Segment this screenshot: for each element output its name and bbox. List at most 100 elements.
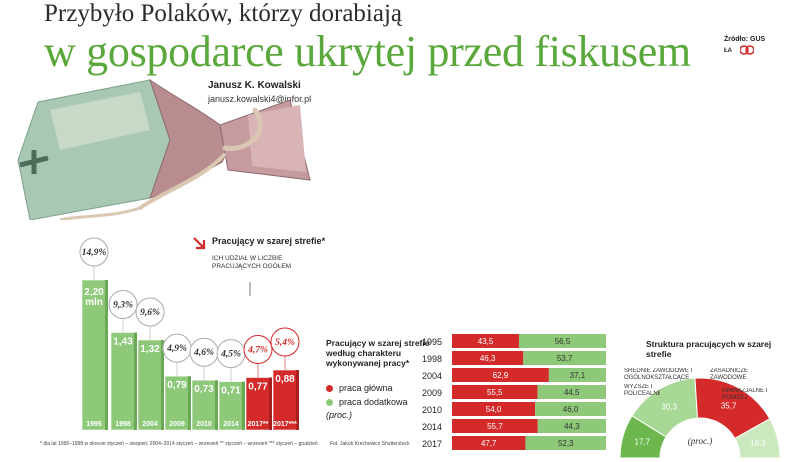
bar-1995 [81, 279, 109, 431]
bar-category-label: 2010 [196, 421, 212, 428]
bar-category-label: 1995 [86, 421, 102, 428]
bar-shade-2017*** [296, 370, 299, 430]
segment-extra-label: 44,3 [564, 422, 580, 431]
bar-value-label: 2,20 mln [84, 287, 104, 308]
bar-value-label: 0,88 [275, 374, 295, 385]
headline-line1: Przybyło Polaków, którzy dorabiają [44, 0, 403, 27]
publisher-logo-icon [740, 45, 754, 55]
share-label: 5,4% [275, 338, 295, 348]
legend-label-extra: praca dodatkowa [339, 397, 408, 407]
bar-value-label: 0,71 [221, 386, 241, 397]
segment-main-label: 47,7 [481, 439, 497, 448]
bar-2010 [191, 379, 219, 431]
chart2-svg: 1995 43,5 56,5 1998 46,3 53,7 2004 62,9 37,1 2009… [422, 334, 606, 450]
chart3-svg: 17,7 30,3 35,7 16,3 (proc.) WYŻSZE I POLICEAL… [619, 368, 781, 459]
pie-slice [734, 418, 781, 459]
bar-2009 [164, 375, 192, 431]
share-label: 14,9% [82, 248, 107, 258]
segment-extra-label: 46,0 [563, 405, 579, 414]
bar-category-label: 1998 [115, 421, 131, 428]
chart1-title: Pracujący w szarej strefie* [212, 236, 326, 246]
row-year-label: 2009 [422, 388, 442, 398]
bar-2017** [245, 377, 273, 431]
headline-line2: w gospodarce ukrytej przed fiskusem [44, 27, 691, 76]
segment-extra [518, 334, 606, 348]
bar-value-label: 0,77 [248, 382, 268, 393]
pie-value-label: 17,7 [635, 438, 651, 447]
row-year-label: 2014 [422, 422, 442, 432]
bar-category-label: 2009 [169, 421, 185, 428]
bar-shade-2004 [161, 340, 164, 430]
segment-main [452, 419, 538, 433]
share-label: 9,6% [140, 308, 160, 318]
segment-main-label: 55,7 [487, 422, 503, 431]
share-label: 4,5% [220, 350, 241, 360]
row-year-label: 1998 [422, 354, 442, 364]
segment-main-label: 46,3 [480, 354, 496, 363]
pie-value-label: 30,3 [661, 402, 677, 411]
share-label: 4,7% [247, 346, 268, 356]
chart1-svg: 2,20 mln 1995 14,9% 1,43 1998 9,3% 1,32 2004 9,6%… [79, 237, 300, 431]
legend-item-main: praca główna [326, 381, 408, 395]
segment-extra [537, 385, 606, 399]
share-label: 4,6% [193, 348, 214, 358]
legend-red-dot-icon [326, 384, 333, 392]
bar-shade-2017** [269, 377, 272, 430]
segment-main [452, 385, 538, 399]
share-label: 9,3% [113, 301, 133, 311]
segment-extra [523, 351, 606, 365]
chart3-title: Struktura pracujących w szarej strefie [646, 339, 772, 359]
source-label: Źródło: GUS [724, 36, 766, 43]
chart1-annotation: ICH UDZIAŁ W LICZBIE PRACUJĄCYCH OGÓŁEM [212, 255, 292, 270]
segment-extra [537, 419, 606, 433]
bar-category-label: 2017*** [273, 421, 297, 428]
segment-main [452, 436, 526, 450]
bar-category-label: 2014 [223, 421, 239, 428]
row-year-label: 2017 [422, 439, 442, 449]
bar-2017*** [272, 369, 300, 431]
segment-main-label: 43,5 [478, 337, 494, 346]
legend-label-main: praca główna [339, 383, 393, 393]
bar-shade-2014 [242, 381, 245, 430]
bar-2004 [137, 339, 165, 431]
bar-value-label: 1,43 [113, 337, 133, 348]
bar-1998 [110, 332, 138, 431]
chart2-legend: praca główna praca dodatkowa [326, 381, 408, 409]
legend-green-dot-icon [326, 398, 333, 406]
author-name: Janusz K. Kowalski [208, 80, 301, 91]
segment-extra-label: 56,5 [555, 337, 571, 346]
segment-extra [535, 402, 606, 416]
chart2-title: Pracujący w szarej strefie według charak… [326, 338, 430, 368]
footnote: * dla lat 1995–1998 w okresie styczeń – … [40, 441, 318, 447]
pie-value-label: 35,7 [721, 401, 737, 410]
legend-item-extra: praca dodatkowa [326, 395, 408, 409]
pie-unit: (proc.) [688, 436, 712, 446]
row-year-label: 1995 [422, 337, 442, 347]
segment-extra [548, 368, 606, 382]
segment-extra-label: 44,5 [564, 388, 580, 397]
share-label: 4,9% [166, 344, 187, 354]
pie-category-label: ZASADNICZE ZAWODOWE [710, 368, 748, 381]
bar-shade-2010 [215, 380, 218, 430]
bar-value-label: 0,79 [167, 380, 187, 391]
arrow-icon [193, 237, 206, 250]
bar-shade-2009 [188, 376, 191, 430]
bar-shade-1998 [134, 332, 137, 430]
bar-shade-1995 [105, 280, 108, 430]
bar-value-label: 0,73 [194, 384, 214, 395]
segment-main-label: 54,0 [486, 405, 502, 414]
bar-value-label: 1,32 [140, 344, 160, 355]
row-year-label: 2004 [422, 371, 442, 381]
author-email[interactable]: janusz.kowalski4@infor.pl [208, 94, 312, 104]
pie-category-label: ŚREDNIE ZAWODOWE I OGÓLNOKSZTAŁCĄCE [624, 368, 692, 381]
bar-category-label: 2017** [247, 421, 268, 428]
credit-label: ŁA [724, 48, 732, 54]
segment-main-label: 55,5 [487, 388, 503, 397]
segment-main-label: 62,9 [493, 371, 509, 380]
pie-category-label: GIMNAZJALNE I PONIŻEJ [722, 388, 767, 401]
chart2-unit: (proc.) [326, 410, 353, 420]
pie-category-label: WYŻSZE I POLICEALNE [624, 384, 660, 397]
segment-extra [525, 436, 606, 450]
banknote-illustration [17, 78, 311, 220]
segment-extra-label: 52,3 [558, 439, 574, 448]
